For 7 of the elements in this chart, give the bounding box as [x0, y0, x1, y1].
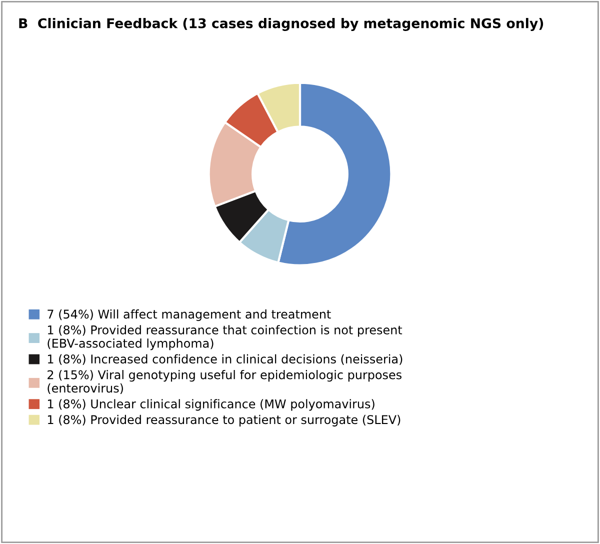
legend-label: 1 (8%) Provided reassurance to patient or surrogate (SLEV) — [48, 414, 400, 426]
legend-label: 7 (54%) Will affect management and treatment — [48, 309, 331, 321]
legend-label: 1 (8%) Provided reassurance that coinfection is not present (EBV-associated lymphoma) — [48, 325, 402, 350]
chart-title: B Clinician Feedback (13 cases diagnosed by metagenomic NGS only) — [19, 18, 544, 31]
legend-label: 1 (8%) Unclear clinical significance (MW polyomavirus) — [48, 399, 374, 411]
legend-label: 2 (15%) Viral genotyping useful for epidemiologic purposes (enterovirus) — [48, 370, 402, 394]
legend-label: 1 (8%) Increased confidence in clinical decisions (neisseria) — [48, 354, 402, 365]
